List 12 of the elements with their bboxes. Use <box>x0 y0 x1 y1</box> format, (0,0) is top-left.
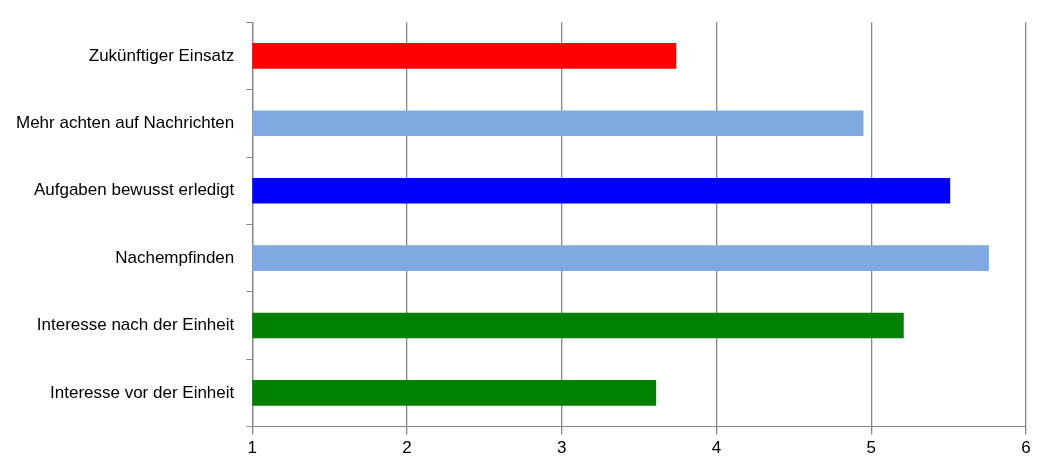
x-tick-label: 3 <box>557 438 567 458</box>
y-tick-label: Interesse vor der Einheit <box>50 382 235 402</box>
y-tick-label: Mehr achten auf Nachrichten <box>15 112 235 132</box>
y-tick-label: Zukünftiger Einsatz <box>88 45 235 65</box>
x-tick-label: 5 <box>866 438 876 458</box>
y-tick-label: Interesse nach der Einheit <box>36 315 235 335</box>
x-tick-label: 2 <box>402 438 412 458</box>
x-tick-label: 6 <box>1021 438 1031 458</box>
y-tick-label: Nachempfinden <box>115 247 235 267</box>
y-tick-label: Aufgaben bewusst erledigt <box>33 180 235 200</box>
x-tick-label: 1 <box>247 438 258 458</box>
x-tick-label: 4 <box>711 438 722 458</box>
